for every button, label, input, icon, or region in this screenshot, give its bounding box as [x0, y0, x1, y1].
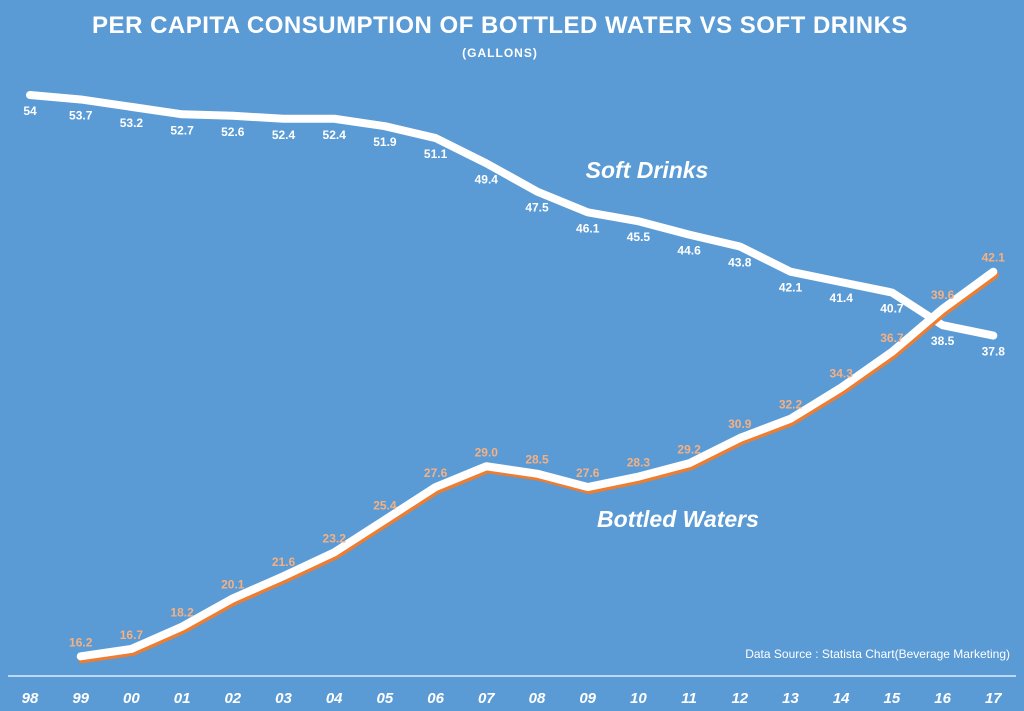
- chart-title: PER CAPITA CONSUMPTION OF BOTTLED WATER …: [92, 12, 908, 39]
- data-label: 16.2: [69, 635, 93, 649]
- bottled-water-line: [76, 267, 998, 661]
- data-label: 29.0: [475, 445, 499, 459]
- x-tick-label: 12: [731, 690, 748, 707]
- x-tick-label: 13: [782, 690, 799, 707]
- x-tick-label: 00: [123, 690, 140, 707]
- data-label: 16.7: [120, 628, 144, 642]
- data-label: 44.6: [677, 244, 701, 258]
- x-tick-label: 07: [478, 690, 495, 707]
- data-label: 49.4: [475, 172, 499, 186]
- data-label: 54: [23, 104, 37, 118]
- data-label: 30.9: [728, 417, 752, 431]
- data-label: 51.9: [373, 135, 397, 149]
- x-tick-label: 01: [174, 690, 191, 707]
- data-label: 21.6: [272, 555, 296, 569]
- data-label: 27.6: [576, 466, 600, 480]
- x-tick-label: 11: [681, 690, 697, 707]
- x-tick-label: 98: [22, 690, 39, 707]
- data-label: 18.2: [170, 606, 194, 620]
- x-tick-label: 16: [934, 690, 951, 707]
- data-label: 41.4: [830, 291, 854, 305]
- data-label: 39.6: [931, 288, 955, 302]
- data-label: 20.1: [221, 577, 245, 591]
- data-label: 29.2: [677, 442, 701, 456]
- data-label: 45.5: [627, 230, 651, 244]
- x-tick-label: 05: [377, 690, 394, 707]
- data-label: 53.2: [120, 116, 144, 130]
- data-label: 28.3: [627, 456, 651, 470]
- data-label: 52.6: [221, 125, 245, 139]
- data-label: 46.1: [576, 221, 600, 235]
- data-label: 42.1: [982, 251, 1006, 265]
- soft-drinks-line: [26, 91, 998, 340]
- data-label: 27.6: [424, 466, 448, 480]
- data-label: 36.7: [880, 331, 904, 345]
- data-label: 47.5: [525, 201, 549, 215]
- data-label: 40.7: [880, 302, 904, 316]
- data-label: 43.8: [728, 255, 752, 269]
- data-label: 34.3: [830, 367, 854, 381]
- data-label: 42.1: [779, 281, 803, 295]
- data-source-note: Data Source : Statista Chart(Beverage Ma…: [745, 647, 1010, 661]
- data-label: 52.4: [323, 128, 347, 142]
- x-tick-label: 04: [326, 690, 343, 707]
- data-label: 23.2: [323, 531, 347, 545]
- data-label: 28.5: [525, 453, 549, 467]
- x-tick-label: 99: [72, 690, 89, 707]
- x-tick-label: 03: [275, 690, 292, 707]
- data-label: 32.2: [779, 398, 803, 412]
- x-tick-label: 14: [833, 690, 850, 707]
- x-tick-label: 08: [529, 690, 546, 707]
- x-tick-label: 15: [884, 690, 901, 707]
- data-label: 38.5: [931, 334, 955, 348]
- x-tick-label: 02: [224, 690, 241, 707]
- x-tick-label: 10: [630, 690, 647, 707]
- data-label: 51.1: [424, 147, 448, 161]
- series-label-soft-drinks: Soft Drinks: [586, 157, 709, 183]
- data-label: 53.7: [69, 108, 93, 122]
- data-label: 52.7: [170, 123, 194, 137]
- chart-subtitle: (GALLONS): [462, 46, 538, 60]
- data-label: 25.4: [373, 499, 397, 513]
- data-label: 52.4: [272, 128, 296, 142]
- x-tick-label: 09: [579, 690, 596, 707]
- x-tick-label: 06: [427, 690, 444, 707]
- x-tick-label: 17: [985, 690, 1002, 707]
- series-label-bottled-waters: Bottled Waters: [597, 506, 759, 532]
- data-label: 37.8: [982, 345, 1006, 359]
